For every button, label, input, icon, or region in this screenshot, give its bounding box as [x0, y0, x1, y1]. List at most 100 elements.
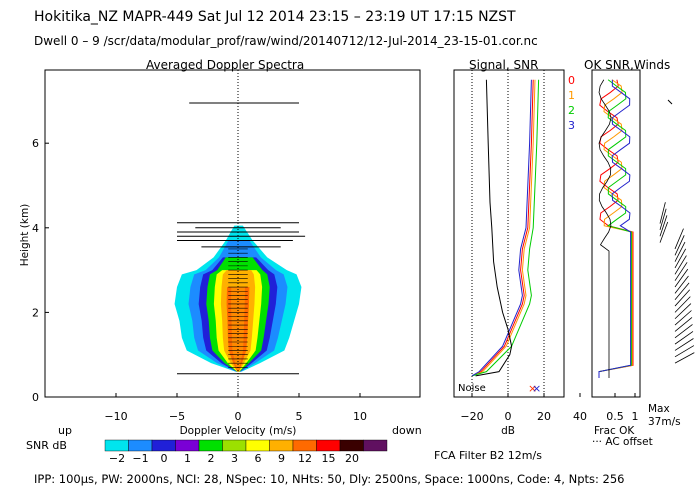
- spectra-panel: [44, 69, 421, 452]
- signal-series-3: [471, 79, 532, 377]
- colorbar-swatch: [339, 439, 364, 452]
- wind-barb: [674, 296, 691, 313]
- colorbar-value: 15: [322, 452, 336, 465]
- colorbar-swatch: [269, 439, 294, 452]
- wind-barb: [667, 99, 673, 105]
- frac-ok-series-2: [598, 79, 632, 378]
- winds-legend-3: 3: [568, 119, 575, 132]
- colorbar-swatch: [245, 439, 270, 452]
- colorbar-value: 0: [161, 452, 168, 465]
- file-path-line: Dwell 0 – 9 /scr/data/modular_prof/raw/w…: [34, 34, 538, 48]
- colorbar-value: 6: [255, 452, 262, 465]
- wind-barb: [659, 221, 669, 243]
- noise-marker: ×: [532, 382, 541, 395]
- wind-barb: [674, 324, 693, 339]
- colorbar-label: SNR dB: [26, 439, 67, 452]
- max-wind-value: 37m/s: [648, 416, 681, 428]
- wind-barb: [659, 215, 668, 237]
- signal-series-0: [471, 79, 534, 377]
- frac-ok-series-3: [598, 79, 632, 378]
- x-tick-label: 5: [296, 410, 303, 423]
- signal-panel-title: Signal, SNR: [469, 58, 539, 72]
- colorbar-value: 12: [298, 452, 312, 465]
- winds-panel: [591, 69, 695, 398]
- colorbar-swatch: [104, 439, 129, 452]
- noise-marker: ×: [528, 382, 537, 395]
- colorbar-swatch: [363, 439, 388, 452]
- frac-ok-series-1: [598, 79, 633, 378]
- winds-legend-2: 2: [568, 104, 575, 117]
- wind-barb: [674, 268, 689, 288]
- colorbar-value: 1: [184, 452, 191, 465]
- colorbar-swatch: [151, 439, 176, 452]
- up-label: up: [58, 424, 72, 437]
- colorbar-swatch: [292, 439, 317, 452]
- db-tick-label: 0: [505, 410, 512, 423]
- signal-panel: ××: [453, 69, 581, 398]
- db-tick-label: 20: [537, 410, 551, 423]
- ac-offset-series: [598, 79, 612, 378]
- winds-panel-title: OK SNR,Winds: [584, 58, 671, 72]
- wind-barb: [674, 235, 685, 256]
- noise-label: Noise: [458, 383, 486, 394]
- ac-offset-legend: ··· AC offset: [592, 436, 653, 448]
- spectra-panel-title: Averaged Doppler Spectra: [146, 58, 305, 72]
- colorbar-swatch: [175, 439, 200, 452]
- wind-barb: [674, 262, 688, 281]
- wind-barb: [674, 289, 691, 307]
- wind-barb: [674, 241, 686, 262]
- signal-series-noise: [475, 79, 513, 377]
- wind-barb: [674, 255, 687, 275]
- down-label: down: [392, 424, 422, 437]
- colorbar-swatch: [198, 439, 223, 452]
- y-tick-label: 2: [32, 306, 39, 319]
- y-tick-label: 4: [32, 222, 39, 235]
- colorbar-value: 3: [231, 452, 238, 465]
- spectra-frame: [44, 69, 421, 398]
- x-tick-label: −10: [104, 410, 127, 423]
- y-tick-label: 6: [32, 137, 39, 150]
- wind-barb: [674, 228, 684, 250]
- colorbar-value: −2: [109, 452, 125, 465]
- max-wind-label: Max: [648, 403, 670, 415]
- db-axis-label: dB: [501, 425, 515, 437]
- x-tick-label: −5: [169, 410, 185, 423]
- db-tick-label: 40: [573, 410, 587, 423]
- title-line: Hokitika_NZ MAPR-449 Sat Jul 12 2014 23:…: [34, 9, 516, 25]
- colorbar-value: −1: [132, 452, 148, 465]
- wind-barb: [674, 317, 693, 332]
- radar-params: IPP: 100μs, PW: 2000ns, NCI: 28, NSpec: …: [34, 472, 625, 486]
- winds-legend-0: 0: [568, 74, 575, 87]
- wind-barb: [674, 282, 690, 300]
- winds-frame: [591, 69, 641, 398]
- wind-barb: [674, 275, 689, 294]
- wind-barb: [674, 345, 695, 358]
- colorbar-swatch: [222, 439, 247, 452]
- y-axis-label: Height (km): [19, 204, 31, 267]
- x-axis-label: Doppler Velocity (m/s): [180, 425, 297, 437]
- frac-axis-label: Frac OK: [594, 425, 635, 437]
- signal-series-2: [471, 79, 540, 377]
- frac-tick-label: 1: [632, 410, 639, 423]
- colorbar-swatch: [316, 439, 341, 452]
- x-tick-label: 0: [235, 410, 242, 423]
- frac-tick-label: 0.5: [606, 410, 624, 423]
- wind-barb: [659, 202, 666, 224]
- wind-barb: [674, 303, 692, 320]
- winds-legend-1: 1: [568, 89, 575, 102]
- wind-barb: [674, 310, 692, 326]
- colorbar-value: 20: [345, 452, 359, 465]
- wind-barb: [659, 208, 667, 231]
- wind-barb: [674, 248, 687, 269]
- wind-barb: [674, 352, 695, 364]
- colorbar-value: 9: [278, 452, 285, 465]
- signal-frame: [453, 69, 565, 398]
- signal-series-1: [471, 79, 536, 377]
- wind-barb: [674, 331, 694, 345]
- filter-label: FCA Filter B2 12m/s: [434, 449, 542, 462]
- x-tick-label: 10: [353, 410, 367, 423]
- wind-barb: [674, 338, 694, 351]
- colorbar-swatch: [128, 439, 153, 452]
- colorbar-value: 2: [208, 452, 215, 465]
